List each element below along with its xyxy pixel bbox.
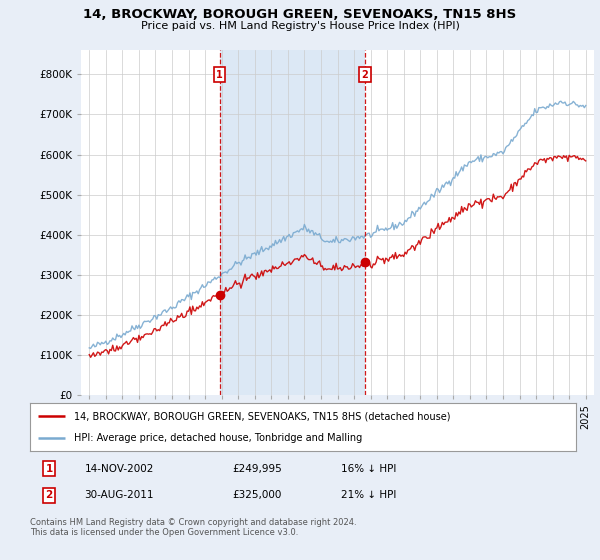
Text: Contains HM Land Registry data © Crown copyright and database right 2024.
This d: Contains HM Land Registry data © Crown c…: [30, 518, 356, 538]
Text: £325,000: £325,000: [232, 490, 281, 500]
Text: 14, BROCKWAY, BOROUGH GREEN, SEVENOAKS, TN15 8HS: 14, BROCKWAY, BOROUGH GREEN, SEVENOAKS, …: [83, 8, 517, 21]
Text: 1: 1: [216, 69, 223, 80]
Text: 2: 2: [362, 69, 368, 80]
Text: 16% ↓ HPI: 16% ↓ HPI: [341, 464, 397, 474]
Bar: [220, 50, 365, 395]
Text: £249,995: £249,995: [232, 464, 282, 474]
Text: 30-AUG-2011: 30-AUG-2011: [85, 490, 154, 500]
Text: Price paid vs. HM Land Registry's House Price Index (HPI): Price paid vs. HM Land Registry's House …: [140, 21, 460, 31]
Text: 2: 2: [46, 490, 53, 500]
Text: 21% ↓ HPI: 21% ↓ HPI: [341, 490, 397, 500]
Text: 14-NOV-2002: 14-NOV-2002: [85, 464, 154, 474]
Text: 14, BROCKWAY, BOROUGH GREEN, SEVENOAKS, TN15 8HS (detached house): 14, BROCKWAY, BOROUGH GREEN, SEVENOAKS, …: [74, 411, 450, 421]
Text: 1: 1: [46, 464, 53, 474]
Text: HPI: Average price, detached house, Tonbridge and Malling: HPI: Average price, detached house, Tonb…: [74, 433, 362, 443]
